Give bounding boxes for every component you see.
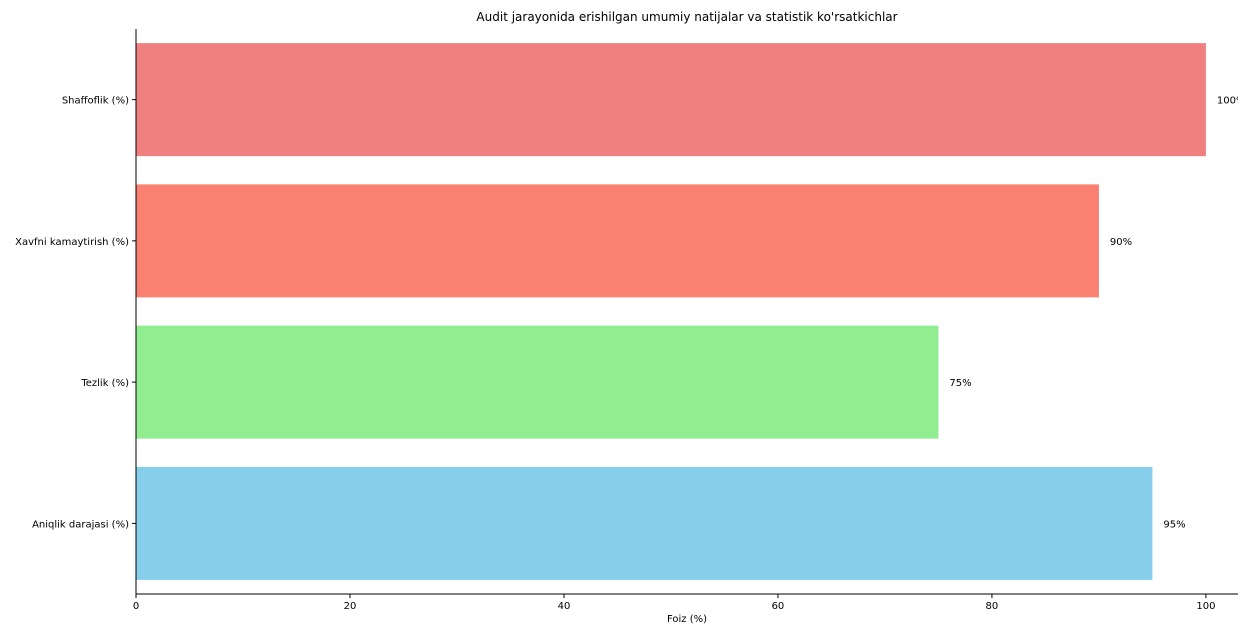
bar-value-label: 95% bbox=[1163, 519, 1185, 530]
x-axis: 0 20 40 60 80 100 bbox=[133, 593, 1238, 612]
bars-group bbox=[136, 43, 1206, 580]
y-tick-label: Tezlik (%) bbox=[80, 378, 129, 389]
bar-value-label: 100% bbox=[1217, 96, 1238, 107]
bar bbox=[136, 325, 939, 439]
bar-value-label: 90% bbox=[1110, 237, 1132, 248]
bar bbox=[136, 184, 1099, 298]
x-tick-label: 40 bbox=[558, 601, 571, 612]
x-axis-label: Foiz (%) bbox=[667, 614, 707, 625]
data-labels-group: 100% 90% 75% 95% bbox=[949, 96, 1238, 531]
x-tick-label: 60 bbox=[772, 601, 785, 612]
bar bbox=[136, 43, 1206, 157]
y-tick-label: Xavfni kamaytirish (%) bbox=[15, 237, 129, 248]
x-tick-label: 0 bbox=[133, 601, 139, 612]
y-tick-label: Aniqlik darajasi (%) bbox=[32, 519, 129, 530]
chart-title: Audit jarayonida erishilgan umumiy natij… bbox=[476, 10, 897, 24]
x-tick-label: 100 bbox=[1196, 601, 1215, 612]
y-tick-label: Shaffoflik (%) bbox=[62, 96, 129, 107]
y-axis: Shaffoflik (%) Xavfni kamaytirish (%) Tezl… bbox=[15, 29, 137, 594]
x-tick-label: 20 bbox=[344, 601, 357, 612]
x-tick-label: 80 bbox=[986, 601, 999, 612]
bar-value-label: 75% bbox=[949, 378, 971, 389]
bar bbox=[136, 466, 1153, 580]
